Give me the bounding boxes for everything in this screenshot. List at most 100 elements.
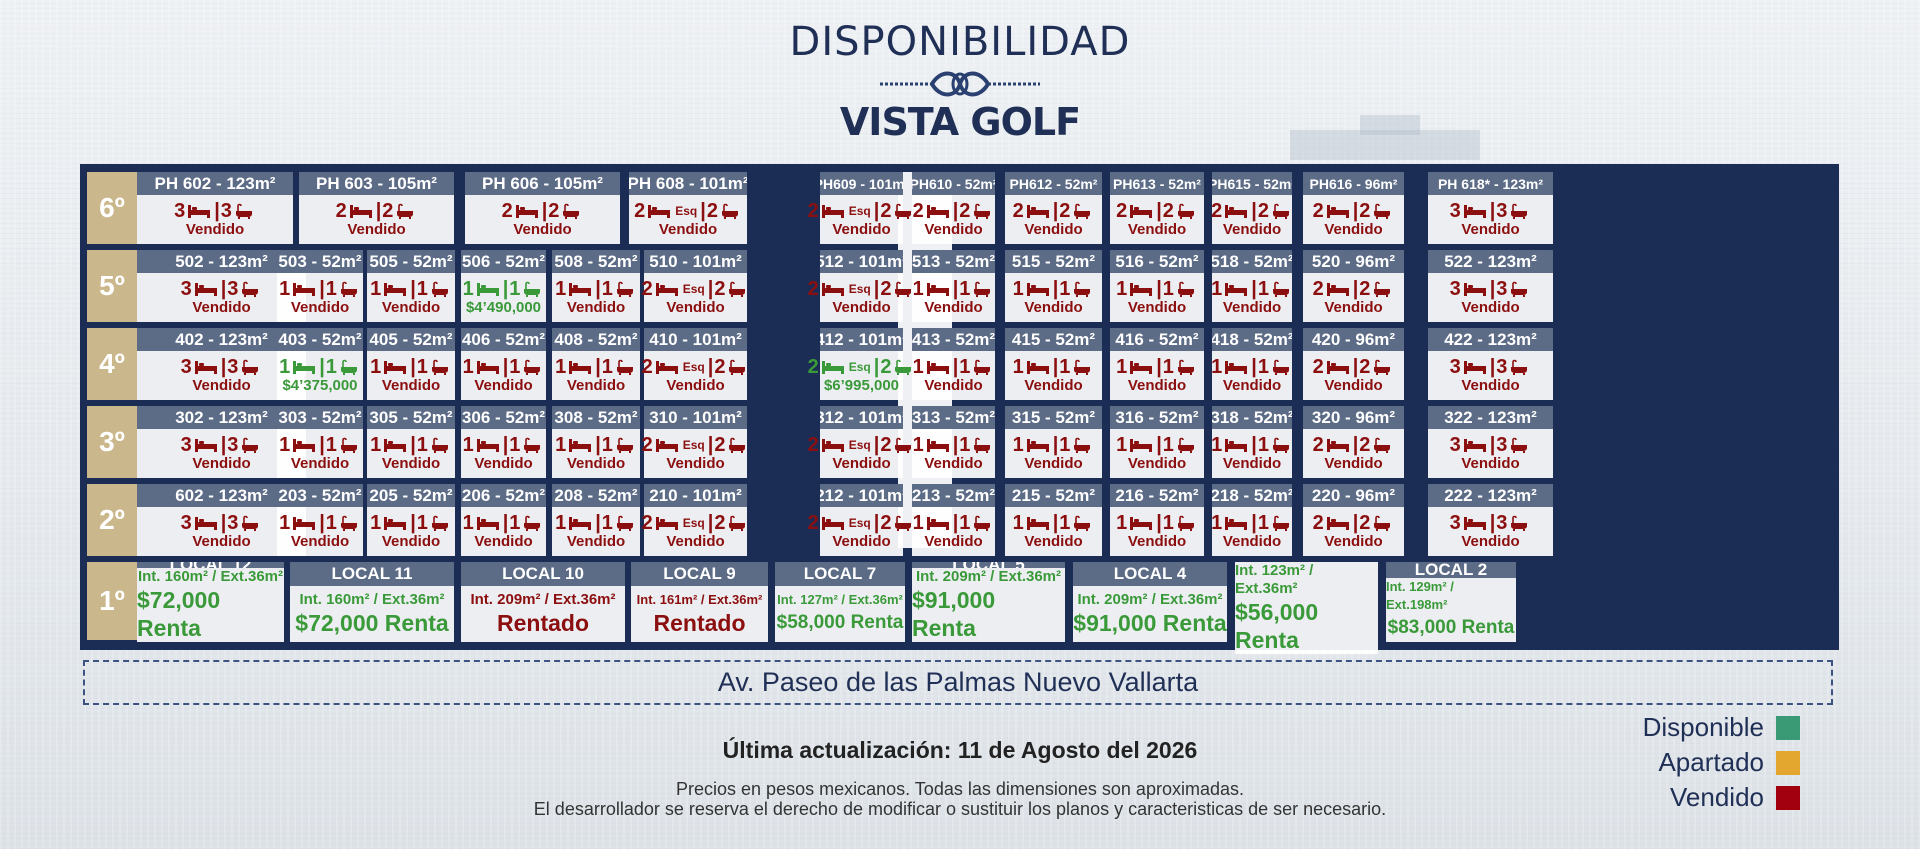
unit-card[interactable]: 216 - 52m² 1 | 1 Vendido [1110, 484, 1204, 556]
legend-item: Disponible [1560, 710, 1800, 745]
unit-card[interactable]: 513 - 52m² 1 | 1 Vendido [912, 250, 995, 322]
unit-card[interactable]: 213 - 52m² 1 | 1 Vendido [912, 484, 995, 556]
unit-card[interactable]: 515 - 52m² 1 | 1 Vendido [1005, 250, 1102, 322]
unit-card[interactable]: 405 - 52m² 1 | 1 Vendido [367, 328, 455, 400]
unit-name: 206 - 52m² [461, 484, 546, 507]
unit-status: $4’490,000 [465, 299, 542, 316]
unit-features: 1 | 1 [1116, 513, 1198, 533]
unit-card[interactable]: 215 - 52m² 1 | 1 Vendido [1005, 484, 1102, 556]
local-name: LOCAL 5 [912, 562, 1065, 568]
local-card[interactable]: LOCAL 9 Int. 161m² / Ext.36m² Rentado [631, 562, 768, 642]
unit-card[interactable]: 413 - 52m² 1 | 1 Vendido [912, 328, 995, 400]
unit-card[interactable]: 208 - 52m² 1 | 1 Vendido [552, 484, 640, 556]
bathtub-icon [1511, 281, 1528, 297]
unit-card[interactable]: 516 - 52m² 1 | 1 Vendido [1110, 250, 1204, 322]
unit-card[interactable]: 410 - 101m² 2 Esq | 2 Vendido [642, 328, 747, 400]
unit-card[interactable]: PH616 - 96m² 2 | 2 Vendido [1303, 172, 1404, 244]
unit-card[interactable]: PH 602 - 123m² 3 | 3 Vendido [137, 172, 293, 244]
unit-card[interactable]: 315 - 52m² 1 | 1 Vendido [1005, 406, 1102, 478]
unit-card[interactable]: 203 - 52m² 1 | 1 Vendido [277, 484, 363, 556]
bathtub-icon [1177, 515, 1194, 531]
bathtub-icon [340, 437, 357, 453]
unit-card[interactable]: PH 608 - 101m² 2 Esq | 2 Vendido [629, 172, 747, 244]
unit-card[interactable]: 415 - 52m² 1 | 1 Vendido [1005, 328, 1102, 400]
local-card[interactable]: LOCAL 2 Int. 129m² / Ext.198m² $83,000 Ren… [1386, 562, 1516, 642]
unit-status: Vendido [1127, 299, 1187, 316]
unit-card[interactable]: 418 - 52m² 1 | 1 Vendido [1211, 328, 1292, 400]
bathtub-icon [1511, 437, 1528, 453]
legend-label: Disponible [1642, 712, 1764, 742]
bedrooms-count: 1 [370, 434, 382, 456]
unit-card[interactable]: 508 - 52m² 1 | 1 Vendido [552, 250, 640, 322]
unit-card[interactable]: 422 - 123m² 3 | 3 Vendido [1428, 328, 1553, 400]
unit-card[interactable]: PH612 - 52m² 2 | 2 Vendido [1005, 172, 1102, 244]
unit-name: 418 - 52m² [1212, 328, 1292, 351]
unit-features: 1 | 1 [913, 357, 995, 377]
corner-tag: Esq [675, 204, 698, 218]
bedrooms-count: 2 [641, 434, 653, 456]
unit-card[interactable]: 406 - 52m² 1 | 1 Vendido [461, 328, 546, 400]
bathrooms-count: 2 [1359, 512, 1371, 534]
unit-card[interactable]: 308 - 52m² 1 | 1 Vendido [552, 406, 640, 478]
unit-card[interactable]: PH 603 - 105m² 2 | 2 Vendido [299, 172, 454, 244]
unit-card[interactable]: 403 - 52m² 1 | 1 $4’375,000 [277, 328, 363, 400]
unit-features: 2 Esq | 2 [808, 357, 916, 377]
bed-icon [926, 517, 949, 530]
unit-card[interactable]: 206 - 52m² 1 | 1 Vendido [461, 484, 546, 556]
unit-card[interactable]: PH 606 - 105m² 2 | 2 Vendido [465, 172, 620, 244]
unit-card[interactable]: 520 - 96m² 2 | 2 Vendido [1303, 250, 1404, 322]
unit-card[interactable]: PH613 - 52m² 2 | 2 Vendido [1110, 172, 1204, 244]
unit-card[interactable]: 505 - 52m² 1 | 1 Vendido [367, 250, 455, 322]
unit-card[interactable]: 408 - 52m² 1 | 1 Vendido [552, 328, 640, 400]
unit-card[interactable]: 310 - 101m² 2 Esq | 2 Vendido [641, 406, 747, 478]
unit-card[interactable]: 322 - 123m² 3 | 3 Vendido [1428, 406, 1553, 478]
unit-card[interactable]: 303 - 52m² 1 | 1 Vendido [277, 406, 363, 478]
local-card[interactable]: LOCAL 7 Int. 127m² / Ext.36m² $58,000 Rent… [775, 562, 905, 642]
unit-card[interactable]: 506 - 52m² 1 | 1 $4’490,000 [461, 250, 546, 322]
unit-name: 508 - 52m² [552, 250, 640, 273]
separator: | [707, 434, 714, 456]
unit-card[interactable]: 205 - 52m² 1 | 1 Vendido [367, 484, 455, 556]
bedrooms-count: 1 [279, 278, 291, 300]
unit-card[interactable]: 320 - 96m² 2 | 2 Vendido [1303, 406, 1404, 478]
unit-card[interactable]: 313 - 52m² 1 | 1 Vendido [912, 406, 995, 478]
unit-card[interactable]: 316 - 52m² 1 | 1 Vendido [1110, 406, 1204, 478]
disclaimer-line: Precios en pesos mexicanos. Todas las di… [676, 779, 1244, 799]
unit-card[interactable]: 305 - 52m² 1 | 1 Vendido [367, 406, 455, 478]
local-card[interactable]: LOCAL 4 Int. 209m² / Ext.36m² $91,000 Rent… [1073, 562, 1227, 642]
unit-card[interactable]: 420 - 96m² 2 | 2 Vendido [1303, 328, 1404, 400]
unit-card[interactable]: PH615 - 52m² 2 | 2 Vendido [1211, 172, 1292, 244]
local-card[interactable]: LOCAL 12Int. 160m² / Ext.36m² $72,000 Ren… [137, 562, 284, 642]
unit-name: 408 - 52m² [552, 328, 640, 351]
local-card[interactable]: LOCAL 3Int. 123m² / Ext.36m²$56,000 Rent… [1235, 562, 1378, 654]
unit-body: 1 | 1 Vendido [912, 429, 995, 478]
unit-status: Vendido [1222, 533, 1282, 550]
unit-card[interactable]: 210 - 101m² 2 Esq | 2 Vendido [642, 484, 747, 556]
local-card[interactable]: LOCAL 10 Int. 209m² / Ext.36m² Rentado [461, 562, 625, 642]
unit-card[interactable]: 306 - 52m² 1 | 1 Vendido [461, 406, 546, 478]
unit-features: 2 | 2 [1013, 201, 1095, 221]
separator: | [220, 356, 227, 378]
unit-card[interactable]: PH610 - 52m² 2 | 2 Vendido [912, 172, 995, 244]
unit-status: Vendido [1324, 221, 1383, 238]
unit-card[interactable]: 218 - 52m² 1 | 1 Vendido [1211, 484, 1292, 556]
unit-card[interactable]: 510 - 101m² 2 Esq | 2 Vendido [642, 250, 747, 322]
unit-card[interactable]: 416 - 52m² 1 | 1 Vendido [1110, 328, 1204, 400]
unit-card[interactable]: PH 618* - 123m² 3 | 3 Vendido [1428, 172, 1553, 244]
local-card[interactable]: LOCAL 5Int. 209m² / Ext.36m² $91,000 Rent… [912, 562, 1065, 642]
unit-card[interactable]: 220 - 96m² 2 | 2 Vendido [1303, 484, 1404, 556]
unit-card[interactable]: 503 - 52m² 1 | 1 Vendido [277, 250, 363, 322]
bathtub-icon [340, 281, 357, 297]
unit-card[interactable]: 222 - 123m² 3 | 3 Vendido [1428, 484, 1553, 556]
unit-card[interactable]: 518 - 52m² 1 | 1 Vendido [1211, 250, 1292, 322]
bedrooms-count: 2 [1312, 512, 1324, 534]
local-card[interactable]: LOCAL 11 Int. 160m² / Ext.36m² $72,000 Ren… [290, 562, 454, 642]
unit-card[interactable]: 318 - 52m² 1 | 1 Vendido [1211, 406, 1292, 478]
bathtub-icon [729, 515, 746, 531]
unit-card[interactable]: 522 - 123m² 3 | 3 Vendido [1428, 250, 1553, 322]
